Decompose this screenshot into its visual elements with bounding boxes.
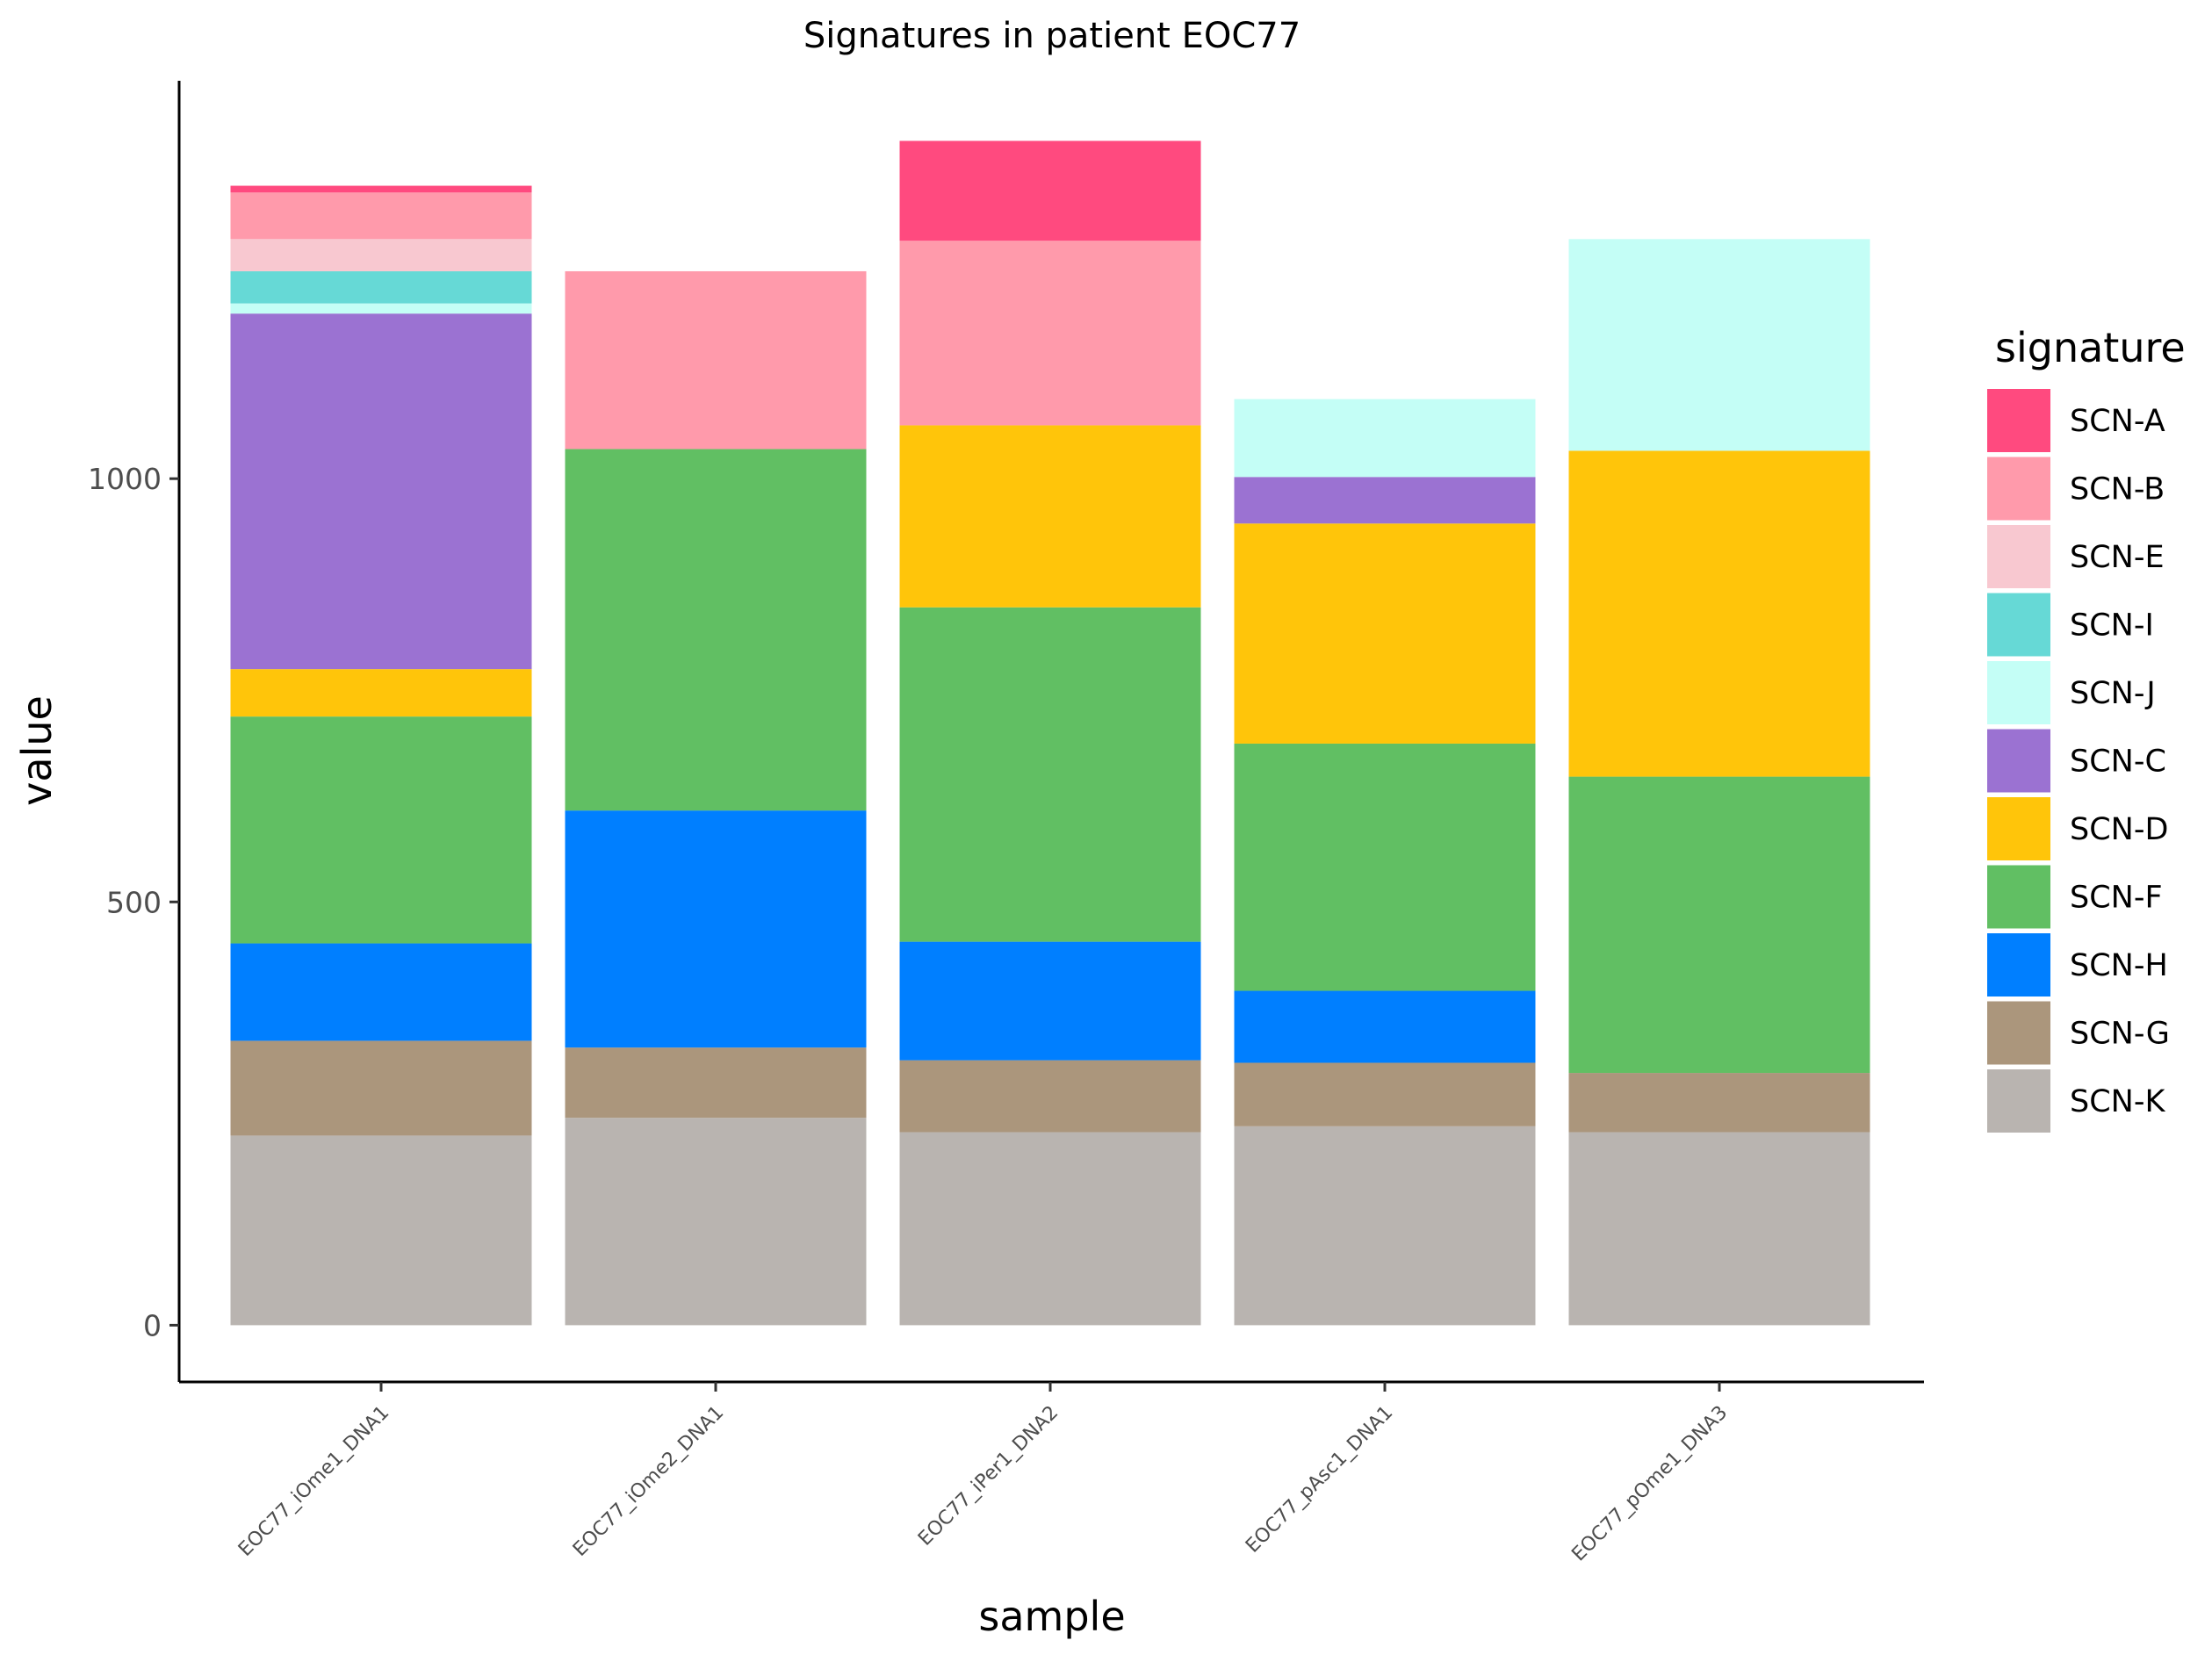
bar-segment-scn-j-5 <box>1568 239 1870 451</box>
x-tick-label: EOC77_iPer1_DNA2 <box>914 1402 1063 1550</box>
bar-segment-scn-f-2 <box>565 449 867 811</box>
legend-key-scn-g <box>1987 1001 2050 1065</box>
bar-segment-scn-f-4 <box>1234 743 1536 991</box>
legend-label-scn-e: SCN-E <box>2070 540 2165 575</box>
bar-segment-scn-f-5 <box>1568 776 1870 1074</box>
bar-segment-scn-b-1 <box>230 192 532 240</box>
bar-segment-scn-f-1 <box>230 716 532 944</box>
legend-key-scn-j <box>1987 661 2050 724</box>
bar-segment-scn-g-3 <box>899 1060 1201 1133</box>
bar-segment-scn-j-1 <box>230 303 532 314</box>
bar-segment-scn-e-1 <box>230 239 532 271</box>
bar-segment-scn-a-1 <box>230 185 532 193</box>
bar-segment-scn-k-3 <box>899 1132 1201 1326</box>
legend-label-scn-j: SCN-J <box>2070 676 2156 711</box>
bar-segment-scn-d-1 <box>230 669 532 717</box>
bar-segment-scn-a-3 <box>899 140 1201 241</box>
bar-segment-scn-k-1 <box>230 1135 532 1326</box>
bar-segment-scn-k-2 <box>565 1118 867 1326</box>
bar-segment-scn-h-2 <box>565 810 867 1048</box>
legend-label-scn-g: SCN-G <box>2070 1017 2170 1052</box>
legend-label-scn-f: SCN-F <box>2070 881 2163 916</box>
legend-title: signature <box>1995 324 2186 371</box>
bar-segment-scn-g-1 <box>230 1040 532 1136</box>
legend-key-scn-i <box>1987 593 2050 657</box>
bar-segment-scn-g-5 <box>1568 1073 1870 1133</box>
y-ticks-group: 0 500 1000 <box>88 462 179 1342</box>
legend-items: SCN-A SCN-B SCN-E SCN-I SCN-J SCN-C SCN-D SCN-F… <box>1987 389 2170 1133</box>
y-tick-label: 1000 <box>88 462 162 496</box>
bar-segment-scn-g-2 <box>565 1047 867 1119</box>
bar-segment-scn-d-5 <box>1568 450 1870 777</box>
bar-segment-scn-b-3 <box>899 241 1201 426</box>
legend: signature SCN-A SCN-B SCN-E SCN-I SCN-J SCN-C… <box>1987 324 2186 1133</box>
bar-segment-scn-k-4 <box>1234 1126 1536 1326</box>
legend-key-scn-c <box>1987 729 2050 793</box>
legend-key-scn-k <box>1987 1069 2050 1133</box>
chart-title: Signatures in patient EOC77 <box>803 16 1301 56</box>
bars-group <box>230 140 1870 1326</box>
x-tick-label: EOC77_iOme1_DNA1 <box>234 1402 393 1561</box>
legend-label-scn-i: SCN-I <box>2070 608 2154 644</box>
bar-segment-scn-c-4 <box>1234 477 1536 524</box>
y-tick-label: 0 <box>143 1308 162 1342</box>
bar-segment-scn-d-4 <box>1234 523 1536 744</box>
bar-segment-scn-i-1 <box>230 270 532 304</box>
legend-label-scn-h: SCN-H <box>2070 948 2168 983</box>
legend-label-scn-b: SCN-B <box>2070 472 2165 507</box>
x-tick-label: EOC77_pAsc1_DNA1 <box>1242 1402 1397 1558</box>
legend-key-scn-a <box>1987 389 2050 452</box>
y-tick-label: 500 <box>106 885 162 919</box>
bar-segment-scn-d-3 <box>899 425 1201 608</box>
x-tick-label: EOC77_pOme1_DNA3 <box>1567 1402 1732 1566</box>
legend-label-scn-c: SCN-C <box>2070 745 2166 780</box>
bar-segment-scn-g-4 <box>1234 1062 1536 1126</box>
x-tick-label: EOC77_iOme2_DNA1 <box>569 1402 728 1561</box>
legend-label-scn-d: SCN-D <box>2070 812 2168 847</box>
y-axis-title: value <box>13 695 61 806</box>
legend-key-scn-d <box>1987 797 2050 860</box>
bar-segment-scn-k-5 <box>1568 1132 1870 1326</box>
legend-key-scn-b <box>1987 457 2050 521</box>
bar-segment-scn-h-4 <box>1234 990 1536 1063</box>
bar-segment-scn-j-4 <box>1234 399 1536 478</box>
legend-label-scn-k: SCN-K <box>2070 1084 2165 1119</box>
bar-segment-scn-b-2 <box>565 270 867 450</box>
x-ticks-group: EOC77_iOme1_DNA1 EOC77_iOme2_DNA1 EOC77_iP… <box>234 1382 1732 1565</box>
x-axis-title: sample <box>978 1593 1125 1640</box>
bar-segment-scn-h-3 <box>899 941 1201 1061</box>
bar-segment-scn-h-1 <box>230 943 532 1041</box>
bar-segment-scn-f-3 <box>899 607 1201 942</box>
legend-key-scn-e <box>1987 525 2050 588</box>
legend-label-scn-a: SCN-A <box>2070 404 2165 439</box>
legend-key-scn-h <box>1987 933 2050 996</box>
legend-key-scn-f <box>1987 865 2050 929</box>
bar-segment-scn-c-1 <box>230 313 532 670</box>
